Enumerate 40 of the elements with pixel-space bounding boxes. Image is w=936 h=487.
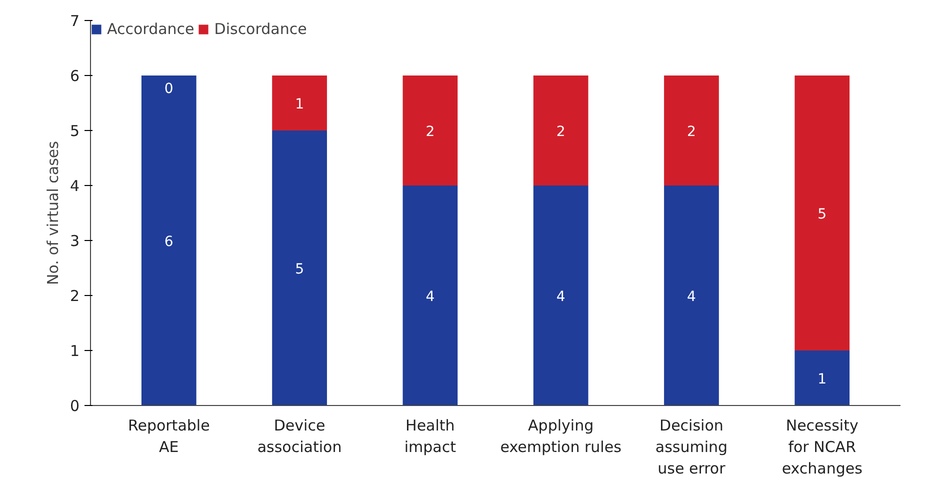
bar [664,76,719,186]
data-label: 1 [295,96,304,112]
data-label: 2 [687,124,696,140]
x-tick-label: Applying exemption rules [500,416,622,456]
data-label: 6 [164,234,174,250]
data-label: 0 [164,81,174,97]
bar [402,186,458,406]
data-label: 1 [818,372,827,388]
y-axis-title: No. of virtual cases [44,140,62,285]
y-tick-label: 0 [70,397,80,415]
y-tick-label: 7 [70,12,80,30]
x-tick-label: Decision assuming use error [655,416,728,478]
bar [533,76,588,186]
y-tick-label: 3 [70,232,80,250]
legend-label: Accordance [107,20,194,38]
x-tick-label: Reportable AE [128,416,210,456]
y-tick-label: 5 [70,122,80,140]
x-tick-label: Health impact [404,416,456,456]
data-label: 4 [556,289,566,305]
x-tick-label: Necessity for NCAR exchanges [782,416,863,478]
bar [794,350,850,406]
y-tick-label: 1 [70,342,80,360]
bar [272,76,327,130]
bar [664,186,719,406]
data-label: 2 [556,124,566,140]
data-label: 4 [687,289,696,305]
bar [794,76,850,350]
bar [533,186,588,406]
x-tick-label: Device association [257,416,342,456]
data-label: 4 [426,289,435,305]
data-label: 5 [818,206,827,222]
bar [141,76,196,406]
data-label: 2 [426,124,435,140]
y-tick-label: 6 [70,67,80,85]
bar [402,76,458,186]
y-tick-label: 4 [70,177,80,195]
bar [272,130,327,406]
y-tick-label: 2 [70,287,80,305]
legend-label: Discordance [214,20,307,38]
data-label: 5 [295,262,304,278]
